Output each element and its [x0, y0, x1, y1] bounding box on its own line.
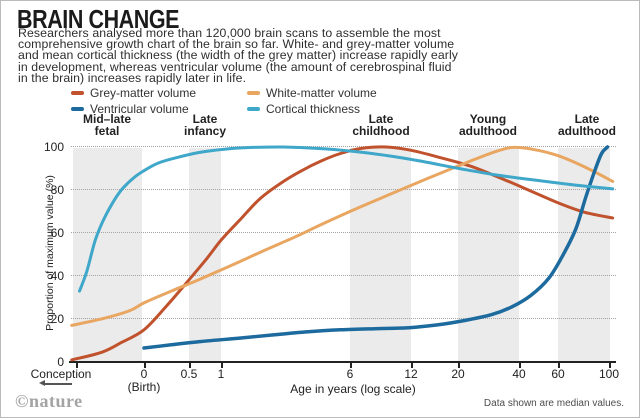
stage-label-mid-late-fetal: Mid–late fetal [82, 112, 131, 138]
y-tick-label: 100 [43, 140, 64, 154]
legend: Grey-matter volume White-matter volume V… [71, 86, 377, 116]
x-tick-label: 0 [140, 367, 148, 381]
x-tick [189, 363, 191, 368]
x-tick-label: 6 [346, 367, 354, 381]
x-tick-label: 40 [512, 367, 526, 381]
legend-item-cortical: Cortical thickness [247, 102, 377, 116]
curve-cortical-thickness [78, 145, 615, 293]
curve-grey-matter-volume [70, 145, 615, 362]
white-matter-swatch-icon [247, 91, 260, 95]
stage-label-late-childhood: Late childhood [352, 112, 410, 138]
x-tick [350, 363, 352, 368]
x-tick-label: 20 [451, 367, 465, 381]
gridline-60 [71, 232, 616, 233]
description-line: comprehensive growth chart of the brain … [18, 37, 455, 52]
x-tick-label: 12 [404, 367, 418, 381]
band-late-adulthood [558, 148, 610, 362]
legend-label: Grey-matter volume [90, 86, 197, 100]
y-axis-title: Proportion of maximum value (%) [44, 175, 56, 331]
x-tick-label: 100 [598, 367, 620, 381]
description-line: Researchers analysed more than 120,000 b… [18, 26, 441, 40]
x-tick [411, 363, 413, 368]
y-tick-label: 20 [50, 312, 64, 326]
y-tick-label: 0 [57, 355, 64, 369]
legend-label: Ventricular volume [90, 102, 189, 116]
y-tick-label: 40 [50, 269, 64, 283]
stage-label-late-adulthood: Late adulthood [558, 112, 616, 138]
legend-label: Cortical thickness [266, 102, 361, 116]
x-tick-label: 1 [217, 367, 225, 381]
grey-matter-swatch-icon [71, 91, 84, 95]
x-tick-label-conception: Conception [30, 367, 92, 381]
x-tick-label: 0.5 [180, 367, 198, 381]
band-late-childhood [350, 148, 411, 362]
x-tick [221, 363, 223, 368]
description-line: in development, whereas ventricular volu… [18, 59, 452, 74]
stage-label-young-adulthood: Young adulthood [459, 112, 517, 138]
figure-description: Researchers analysed more than 120,000 b… [18, 26, 459, 85]
ventricular-swatch-icon [71, 107, 84, 111]
nature-logo: ©nature [15, 391, 83, 411]
band-mid-late-fetal [73, 148, 142, 362]
birth-label: (Birth) [127, 380, 161, 394]
description-line: in the brain) increases rapidly later in… [18, 70, 247, 85]
x-tick [558, 363, 560, 368]
x-tick [458, 363, 460, 368]
figure-title: BRAIN CHANGE [17, 5, 180, 35]
legend-item-white-matter: White-matter volume [247, 86, 377, 100]
x-axis-title: Age in years (log scale) [290, 382, 416, 396]
gridline-40 [71, 275, 616, 276]
x-tick [76, 363, 78, 368]
cortical-swatch-icon [247, 107, 260, 111]
gridline-100 [71, 146, 616, 147]
x-axis-line [69, 361, 616, 363]
gridline-80 [71, 189, 616, 190]
y-tick-label: 80 [50, 183, 64, 197]
band-young-adulthood [458, 148, 519, 362]
curve-white-matter-volume [70, 145, 615, 327]
left-arrow-icon [39, 380, 73, 387]
band-late-infancy [189, 148, 221, 362]
stage-label-late-infancy: Late infancy [183, 112, 226, 138]
data-footnote: Data shown are median values. [483, 398, 624, 409]
x-tick [609, 363, 611, 368]
legend-item-ventricular: Ventricular volume [71, 102, 247, 116]
legend-item-grey-matter: Grey-matter volume [71, 86, 247, 100]
description-line: and mean cortical thickness (the width o… [18, 48, 459, 63]
legend-label: White-matter volume [266, 86, 377, 100]
x-tick [519, 363, 521, 368]
x-tick [144, 363, 146, 368]
x-tick-label: 60 [551, 367, 565, 381]
gridline-20 [71, 318, 616, 319]
y-tick-label: 60 [50, 226, 64, 240]
